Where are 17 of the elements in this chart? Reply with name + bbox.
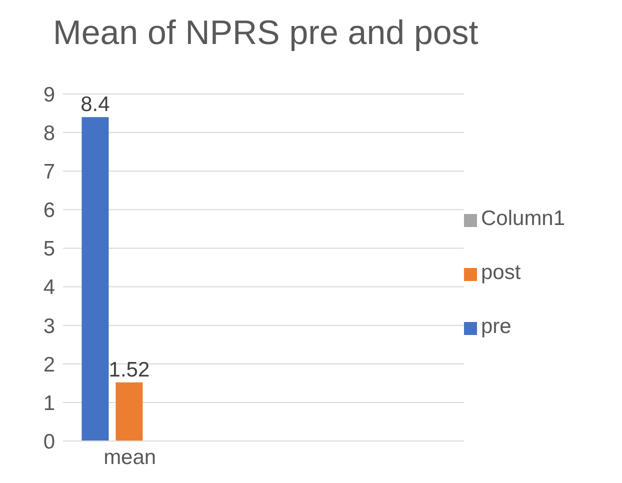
y-tick-label: 5	[43, 238, 55, 261]
y-tick-label: 2	[43, 353, 55, 376]
y-tick-label: 8	[43, 122, 55, 146]
y-tick-label: 0	[43, 430, 55, 454]
data-label: 8.4	[80, 93, 110, 116]
legend-label: post	[481, 260, 521, 284]
y-tick-label: 6	[43, 199, 55, 222]
legend-label: Column1	[481, 206, 566, 230]
legend-label: pre	[481, 314, 512, 338]
y-tick-label: 4	[43, 276, 56, 300]
y-tick-label: 1	[43, 392, 55, 415]
data-label: 1.52	[108, 358, 150, 382]
y-tick-label: 7	[43, 160, 55, 184]
y-tick-label: 9	[43, 83, 55, 106]
x-tick-label: mean	[104, 446, 156, 469]
chart-title: Mean of NPRS pre and post	[52, 13, 480, 54]
y-tick-label: 3	[43, 314, 55, 338]
